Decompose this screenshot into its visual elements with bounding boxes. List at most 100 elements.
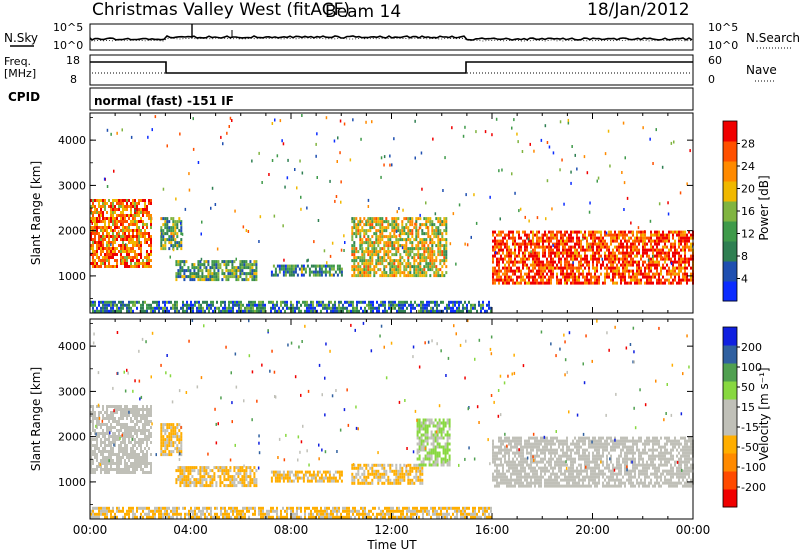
vel-colorbar-swatch-6 <box>723 381 737 400</box>
figure-title: Christmas Valley West (fitACF) <box>92 0 350 20</box>
power-feature-1 <box>160 217 183 251</box>
velocity-colorbar: -200 -100 -50 -15 15 50 100 200 Velocity [m s⁻¹… <box>722 326 771 508</box>
power-colorbar-swatch-3 <box>723 221 737 242</box>
power-ylabel: Slant Range [km] <box>29 161 43 265</box>
vel-colorbar-tick-4: 15 <box>741 401 755 414</box>
vel-colorbar-tick-7: 200 <box>741 341 762 354</box>
vel-ytick-2: 3000 <box>58 385 86 398</box>
power-feature-2 <box>175 260 258 282</box>
vel-colorbar-tick-1: -100 <box>741 461 766 474</box>
noise-right-label: N.Search <box>746 31 800 45</box>
power-colorbar-swatch-1 <box>723 261 737 282</box>
vel-ytick-0: 1000 <box>58 476 86 489</box>
vel-colorbar-swatch-8 <box>723 345 737 364</box>
cpid-label: CPID <box>8 90 40 104</box>
power-colorbar-tick-1: 8 <box>741 250 748 263</box>
noise-panel: N.Sky 10^5 10^0 10^5 10^0 N.Search <box>4 21 800 52</box>
power-colorbar-tick-0: 4 <box>741 273 748 286</box>
power-colorbar-tick-6: 28 <box>741 138 755 151</box>
freq-left-tick-bottom: 8 <box>70 73 77 86</box>
xtick-6: 00:00 <box>676 523 711 537</box>
freq-right-tick-top: 60 <box>708 54 722 67</box>
power-colorbar-tick-2: 12 <box>741 228 755 241</box>
power-colorbar-swatch-8 <box>723 121 737 142</box>
cpid-mode-text: normal (fast) -151 IF <box>94 94 234 108</box>
freq-right-tick-bottom: 0 <box>708 73 715 86</box>
vel-colorbar-tick-0: -200 <box>741 481 766 494</box>
noise-left-tick-bottom: 10^0 <box>53 39 83 52</box>
cpid-panel: CPID normal (fast) -151 IF <box>8 87 694 111</box>
vel-feature-5 <box>416 418 451 467</box>
power-colorbar-swatch-6 <box>723 161 737 182</box>
noise-left-label: N.Sky <box>4 31 38 45</box>
power-colorbar-swatch-0 <box>723 281 737 302</box>
power-scatter <box>90 114 694 266</box>
power-data <box>90 114 694 313</box>
vel-colorbar-swatch-9 <box>723 327 737 346</box>
vel-feature-0 <box>90 405 152 474</box>
date-label: 18/Jan/2012 <box>587 0 690 20</box>
freq-left-label-bottom: [MHz] <box>4 67 36 80</box>
freq-right-label: Nave <box>746 63 777 77</box>
noise-right-tick-bottom: 10^0 <box>708 39 738 52</box>
power-feature-4 <box>351 217 448 278</box>
vel-colorbar-swatch-1 <box>723 471 737 490</box>
vel-ytick-1: 2000 <box>58 431 86 444</box>
noise-right-tick-top: 10^5 <box>708 21 738 34</box>
vel-feature-6 <box>492 436 694 488</box>
velocity-panel: 1000 2000 3000 4000 00:00 04:00 08:00 12:00 16:… <box>29 318 711 552</box>
vel-colorbar-swatch-3 <box>723 435 737 454</box>
power-ytick-0: 1000 <box>58 270 86 283</box>
power-feature-5 <box>492 230 694 285</box>
power-colorbar-label: Power [dB] <box>757 175 771 240</box>
vel-colorbar-swatch-0 <box>723 489 737 508</box>
velocity-ylabel: Slant Range [km] <box>29 367 43 471</box>
vel-feature-1 <box>160 423 183 457</box>
vel-feature-3 <box>270 470 343 483</box>
power-ytick-3: 4000 <box>58 134 86 147</box>
power-panel: 1000 2000 3000 4000 Slant Range [km] <box>29 112 694 314</box>
vel-ytick-3: 4000 <box>58 340 86 353</box>
power-colorbar-swatch-7 <box>723 141 737 162</box>
xtick-5: 20:00 <box>575 523 610 537</box>
vel-colorbar-swatch-4 <box>723 417 737 436</box>
frequency-panel: Freq. [MHz] 18 8 60 0 Nave <box>4 54 777 86</box>
vel-colorbar-tick-2: -50 <box>741 441 759 454</box>
noise-left-tick-top: 10^5 <box>53 21 83 34</box>
velocity-data <box>90 319 694 519</box>
power-colorbar-tick-4: 20 <box>741 183 755 196</box>
vel-colorbar-swatch-5 <box>723 399 737 418</box>
vel-colorbar-swatch-7 <box>723 363 737 382</box>
vel-feature-2 <box>175 466 258 488</box>
power-feature-0 <box>90 199 152 268</box>
power-colorbar-swatch-5 <box>723 181 737 202</box>
vel-scatter <box>92 319 690 472</box>
freq-left-label-top: Freq. <box>4 55 31 68</box>
power-colorbar-swatch-4 <box>723 201 737 222</box>
power-colorbar-tick-5: 24 <box>741 160 755 173</box>
time-axis-label: Time UT <box>366 538 417 552</box>
freq-left-tick-top: 18 <box>66 54 80 67</box>
velocity-colorbar-label: Velocity [m s⁻¹] <box>757 367 771 460</box>
vel-feature-7 <box>90 506 492 519</box>
power-colorbar-swatch-2 <box>723 241 737 262</box>
power-colorbar: 4 8 12 16 20 24 28 Power [dB] <box>722 120 771 302</box>
beam-label: Beam 14 <box>325 2 401 22</box>
vel-colorbar-tick-5: 50 <box>741 381 755 394</box>
vel-feature-4 <box>351 463 424 485</box>
xtick-4: 16:00 <box>475 523 510 537</box>
noise-sky-line <box>89 35 693 41</box>
xtick-1: 04:00 <box>173 523 208 537</box>
power-ytick-1: 2000 <box>58 225 86 238</box>
power-colorbar-tick-3: 16 <box>741 205 755 218</box>
vel-colorbar-tick-6: 100 <box>741 361 762 374</box>
power-ytick-2: 3000 <box>58 179 86 192</box>
power-feature-3 <box>270 264 343 277</box>
vel-colorbar-swatch-2 <box>723 453 737 472</box>
xtick-0: 00:00 <box>73 523 108 537</box>
xtick-2: 08:00 <box>274 523 309 537</box>
vel-colorbar-tick-3: -15 <box>741 421 759 434</box>
xtick-3: 12:00 <box>374 523 409 537</box>
freq-line <box>90 61 693 74</box>
